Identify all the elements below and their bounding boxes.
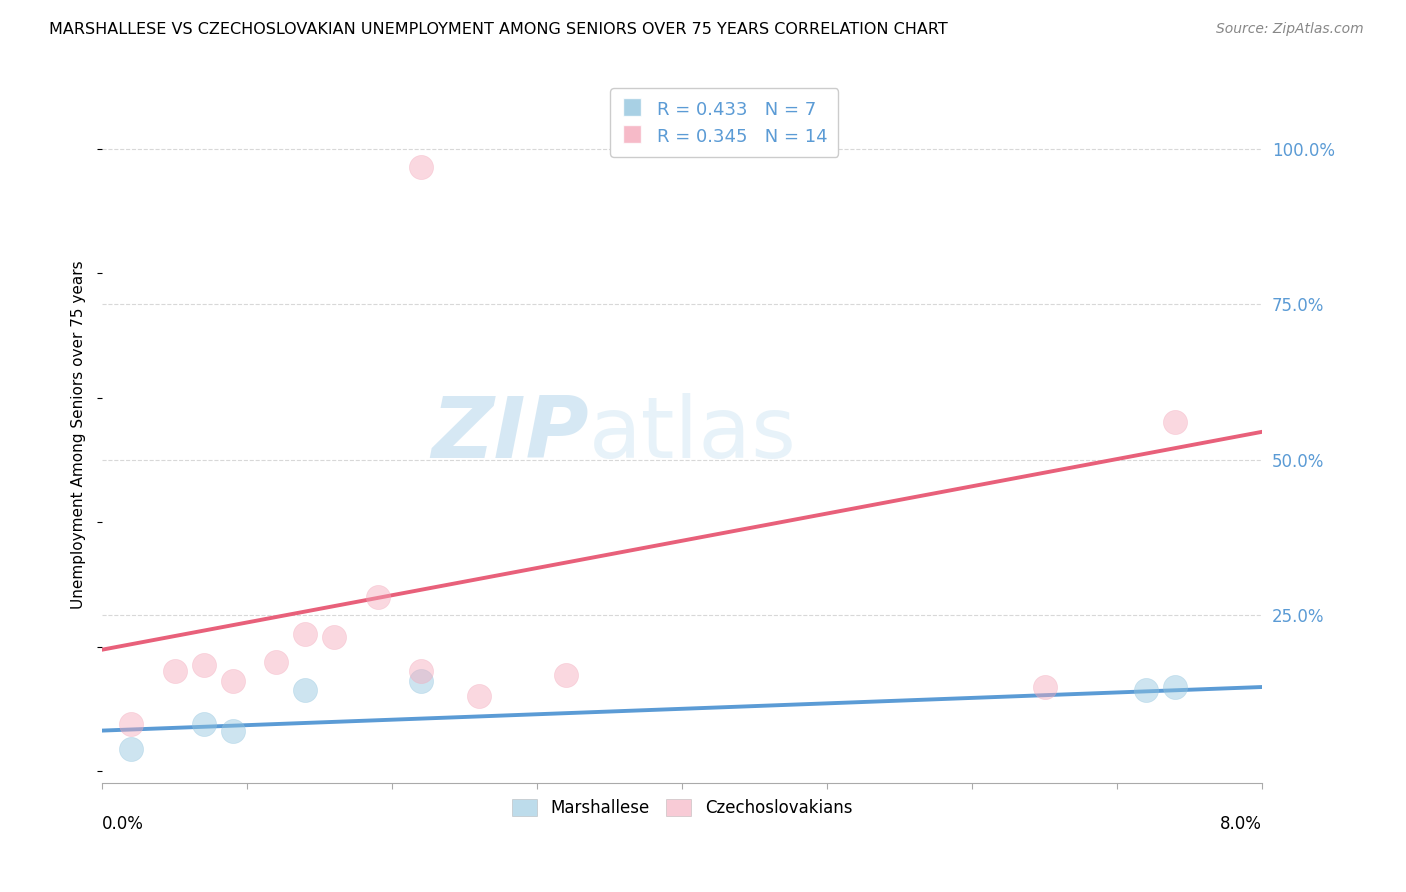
Point bbox=[323, 630, 346, 644]
Point bbox=[294, 683, 316, 698]
Text: Source: ZipAtlas.com: Source: ZipAtlas.com bbox=[1216, 22, 1364, 37]
Point bbox=[1135, 683, 1157, 698]
Point bbox=[264, 655, 287, 669]
Point bbox=[163, 665, 186, 679]
Text: atlas: atlas bbox=[589, 393, 797, 476]
Point bbox=[1164, 416, 1187, 430]
Point bbox=[193, 658, 215, 673]
Point bbox=[294, 627, 316, 641]
Y-axis label: Unemployment Among Seniors over 75 years: Unemployment Among Seniors over 75 years bbox=[72, 260, 86, 609]
Text: 8.0%: 8.0% bbox=[1220, 815, 1263, 833]
Point bbox=[120, 742, 142, 756]
Point bbox=[555, 667, 578, 681]
Point bbox=[221, 673, 243, 688]
Point bbox=[468, 690, 491, 704]
Point bbox=[411, 665, 433, 679]
Point bbox=[193, 717, 215, 731]
Point bbox=[120, 717, 142, 731]
Point bbox=[1033, 680, 1056, 694]
Point bbox=[411, 673, 433, 688]
Point bbox=[221, 723, 243, 738]
Text: MARSHALLESE VS CZECHOSLOVAKIAN UNEMPLOYMENT AMONG SENIORS OVER 75 YEARS CORRELAT: MARSHALLESE VS CZECHOSLOVAKIAN UNEMPLOYM… bbox=[49, 22, 948, 37]
Point bbox=[1164, 680, 1187, 694]
Legend: Marshallese, Czechoslovakians: Marshallese, Czechoslovakians bbox=[505, 792, 859, 824]
Text: ZIP: ZIP bbox=[432, 393, 589, 476]
Text: 0.0%: 0.0% bbox=[103, 815, 143, 833]
Point bbox=[411, 161, 433, 175]
Point bbox=[367, 590, 389, 604]
